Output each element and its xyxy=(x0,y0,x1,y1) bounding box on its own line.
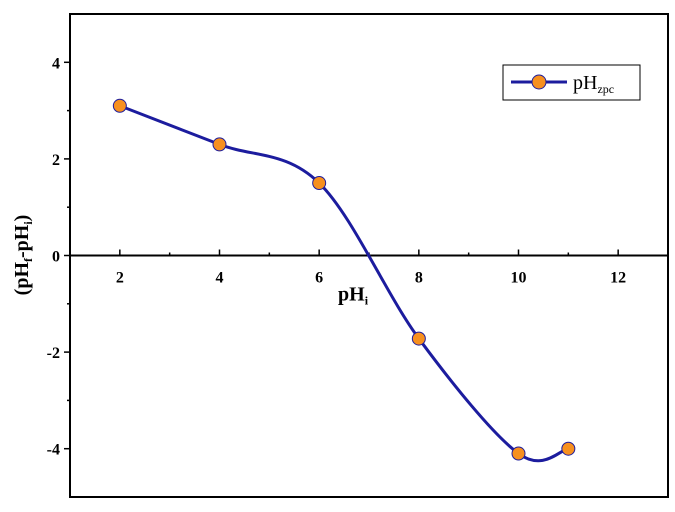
label-part: -pH xyxy=(11,224,33,258)
label-part: pH xyxy=(338,284,365,306)
y-tick-label: 0 xyxy=(52,249,60,266)
subscript: f xyxy=(21,257,35,262)
x-tick-label: 12 xyxy=(610,270,626,287)
legend-label: pHzpc xyxy=(573,72,614,96)
label-part: pH xyxy=(573,72,597,94)
y-axis-label: (pHf-pHi) xyxy=(11,215,35,296)
data-point xyxy=(411,331,426,346)
y-tick-label: -4 xyxy=(47,442,60,459)
label-part: (pH xyxy=(11,262,33,296)
data-point xyxy=(312,176,327,191)
x-tick-label: 10 xyxy=(511,270,527,287)
x-tick-label: 2 xyxy=(116,270,124,287)
x-tick-label: 4 xyxy=(216,270,224,287)
y-tick-label: 4 xyxy=(52,55,60,72)
subscript: zpc xyxy=(597,82,614,96)
data-point xyxy=(511,446,526,461)
label-part: ) xyxy=(11,215,33,222)
x-tick-label: 8 xyxy=(415,270,423,287)
data-point xyxy=(212,137,227,152)
legend-marker xyxy=(531,74,547,90)
y-tick-label: -2 xyxy=(47,345,60,362)
data-point xyxy=(561,441,576,456)
x-tick-label: 6 xyxy=(315,270,323,287)
data-point xyxy=(112,98,127,113)
x-axis-label: pHi xyxy=(338,284,369,308)
y-tick-label: 2 xyxy=(52,152,60,169)
subscript: i xyxy=(365,293,369,307)
subscript: i xyxy=(21,221,35,225)
